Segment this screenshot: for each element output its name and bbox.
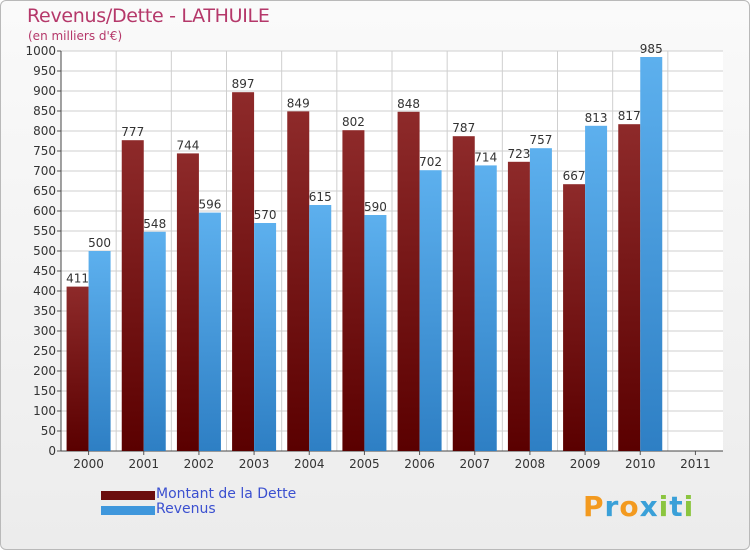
- data-label-debt-2001: 777: [121, 125, 144, 139]
- data-label-revenue-2004: 615: [309, 190, 332, 204]
- bar-debt-2003: [232, 92, 255, 451]
- data-label-debt-2003: 897: [232, 77, 255, 91]
- x-tick-label-2001: 2001: [128, 457, 159, 471]
- x-tick-label-2011: 2011: [680, 457, 711, 471]
- y-tick-label-750: 750: [33, 144, 56, 158]
- data-label-revenue-2001: 548: [143, 217, 166, 231]
- chart-title: Revenus/Dette - LATHUILE: [27, 5, 270, 27]
- logo-letter-6: i: [683, 490, 695, 523]
- bar-debt-2009: [563, 184, 586, 451]
- x-tick-label-2005: 2005: [349, 457, 380, 471]
- y-tick-label-850: 850: [33, 104, 56, 118]
- y-tick-label-550: 550: [33, 224, 56, 238]
- bar-debt-2008: [507, 161, 530, 452]
- y-tick-label-250: 250: [33, 344, 56, 358]
- y-tick-label-700: 700: [33, 164, 56, 178]
- x-tick-label-2007: 2007: [459, 457, 490, 471]
- axes: 0 50 100 150 200 250 300 350 400 450 500 550 600 650 7…: [25, 44, 723, 471]
- data-label-revenue-2002: 596: [198, 198, 221, 212]
- y-tick-label-900: 900: [33, 84, 56, 98]
- data-label-debt-2010: 817: [618, 109, 641, 123]
- y-tick-label-800: 800: [33, 124, 56, 138]
- logo-letter-3: x: [639, 490, 659, 523]
- data-label-debt-2005: 802: [342, 115, 365, 129]
- bar-revenue-2001: [143, 231, 166, 451]
- data-label-revenue-2010: 985: [640, 42, 663, 56]
- bar-revenue-2006: [419, 170, 442, 451]
- bar-revenue-2000: [88, 251, 111, 451]
- data-label-revenue-2000: 500: [88, 236, 111, 250]
- bar-revenue-2002: [198, 212, 221, 451]
- bar-revenue-2005: [364, 215, 387, 451]
- y-tick-label-950: 950: [33, 64, 56, 78]
- y-tick-label-100: 100: [33, 404, 56, 418]
- logo-letter-2: o: [619, 490, 640, 523]
- data-label-debt-2008: 723: [507, 147, 530, 161]
- bar-debt-2005: [342, 130, 365, 451]
- x-tick-label-2003: 2003: [239, 457, 270, 471]
- data-label-debt-2004: 849: [287, 96, 310, 110]
- y-tick-label-500: 500: [33, 244, 56, 258]
- data-labels: 411 777 744 897 849 802 848 787 723 667 817 500 548 5…: [66, 42, 663, 286]
- y-tick-label-450: 450: [33, 264, 56, 278]
- data-label-debt-2007: 787: [452, 121, 475, 135]
- data-label-debt-2009: 667: [563, 169, 586, 183]
- bar-revenue-2003: [254, 223, 277, 451]
- logo-letter-5: t: [669, 490, 684, 523]
- x-tick-label-2000: 2000: [73, 457, 104, 471]
- logo-letter-1: r: [604, 490, 620, 523]
- bar-debt-2007: [452, 136, 475, 451]
- bar-debt-2006: [397, 111, 420, 452]
- y-tick-label-600: 600: [33, 204, 56, 218]
- proxiti-logo: Proxiti: [583, 490, 694, 523]
- y-tick-label-400: 400: [33, 284, 56, 298]
- y-tick-label-200: 200: [33, 364, 56, 378]
- legend-label-debt: Montant de la Dette: [156, 486, 297, 502]
- bars: [66, 57, 663, 452]
- bar-revenue-2007: [474, 165, 497, 451]
- bar-revenue-2004: [309, 205, 332, 451]
- y-tick-label-150: 150: [33, 384, 56, 398]
- data-label-debt-2000: 411: [66, 272, 89, 286]
- data-label-revenue-2003: 570: [254, 208, 277, 222]
- logo-letter-4: i: [658, 490, 670, 523]
- y-tick-label-650: 650: [33, 184, 56, 198]
- data-label-revenue-2008: 757: [529, 133, 552, 147]
- data-label-revenue-2006: 702: [419, 155, 442, 169]
- x-tick-label-2004: 2004: [294, 457, 325, 471]
- bar-debt-2004: [287, 111, 310, 452]
- data-label-debt-2002: 744: [176, 138, 199, 152]
- bar-revenue-2008: [529, 148, 552, 451]
- x-tick-label-2008: 2008: [515, 457, 546, 471]
- bar-debt-2010: [618, 124, 641, 451]
- legend-swatch-debt: [101, 491, 155, 500]
- y-tick-label-300: 300: [33, 324, 56, 338]
- x-tick-label-2006: 2006: [404, 457, 435, 471]
- y-tick-label-0: 0: [48, 444, 56, 458]
- data-label-debt-2006: 848: [397, 97, 420, 111]
- bar-revenue-2010: [640, 57, 663, 451]
- legend-label-revenue: Revenus: [156, 501, 216, 517]
- data-label-revenue-2007: 714: [474, 150, 497, 164]
- y-tick-label-50: 50: [41, 424, 56, 438]
- x-tick-label-2009: 2009: [570, 457, 601, 471]
- x-tick-label-2010: 2010: [625, 457, 656, 471]
- data-label-revenue-2005: 590: [364, 200, 387, 214]
- data-label-revenue-2009: 813: [585, 111, 608, 125]
- chart-subtitle: (en milliers d'€): [28, 29, 123, 43]
- bar-debt-2001: [121, 140, 144, 451]
- grid-lines: [61, 50, 723, 452]
- bar-debt-2002: [176, 153, 199, 451]
- legend-swatch-revenue: [101, 506, 155, 515]
- y-tick-label-350: 350: [33, 304, 56, 318]
- y-tick-label-1000: 1000: [25, 44, 56, 58]
- bar-revenue-2009: [585, 125, 608, 452]
- logo-letter-0: P: [583, 490, 605, 523]
- bar-debt-2000: [66, 286, 89, 451]
- x-tick-label-2002: 2002: [184, 457, 215, 471]
